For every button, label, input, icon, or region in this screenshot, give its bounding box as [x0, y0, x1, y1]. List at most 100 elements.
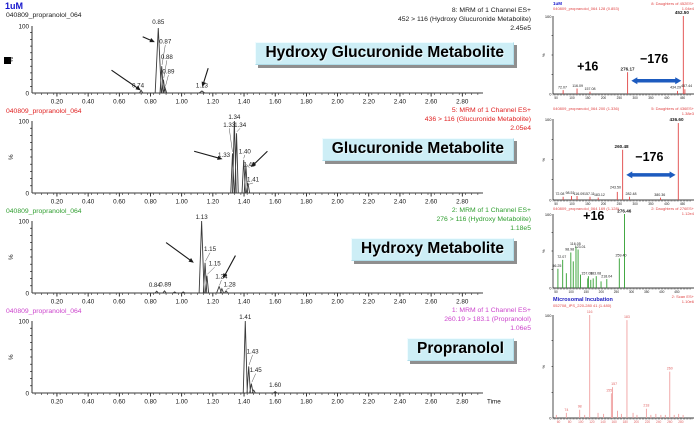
svg-text:040809_propranolol_064: 040809_propranolol_064 — [6, 308, 82, 315]
svg-text:218.04: 218.04 — [601, 274, 612, 278]
svg-text:450: 450 — [674, 290, 680, 293]
svg-text:%: % — [8, 254, 15, 260]
chromatogram-trace — [32, 27, 481, 94]
svg-text:Time: Time — [487, 399, 501, 406]
svg-text:98.98: 98.98 — [565, 248, 574, 252]
svg-text:−176: −176 — [635, 150, 663, 164]
svg-text:2.40: 2.40 — [394, 299, 407, 306]
svg-text:8: Daughters of 452ES+: 8: Daughters of 452ES+ — [651, 1, 694, 6]
svg-text:%: % — [541, 365, 546, 369]
svg-text:2.00: 2.00 — [331, 199, 344, 206]
svg-text:0.40: 0.40 — [82, 399, 95, 406]
svg-text:0.89: 0.89 — [162, 69, 175, 76]
spectrum-hydroxy-metabolite-product-ions: 040809_propranolol_064 169 (1.128) 2: Dau… — [540, 205, 700, 298]
svg-text:100: 100 — [569, 96, 575, 100]
chromatogram-hydroxy-glucuronide: 040809_propranolol_064 8: MRM of 1 Channe… — [0, 0, 560, 110]
svg-text:100: 100 — [18, 319, 29, 326]
svg-text:040809_propranolol_064: 040809_propranolol_064 — [6, 12, 82, 19]
svg-text:1.04e4: 1.04e4 — [682, 6, 695, 11]
svg-text:200: 200 — [599, 290, 605, 293]
svg-text:040809_propranolol_064: 040809_propranolol_064 — [6, 108, 82, 115]
svg-text:100: 100 — [545, 313, 552, 318]
svg-text:0.20: 0.20 — [51, 299, 64, 306]
svg-text:0: 0 — [549, 92, 552, 97]
svg-text:100: 100 — [18, 119, 29, 126]
svg-text:040809_propranolol_064 200 (1.: 040809_propranolol_064 200 (1.336) — [553, 106, 620, 111]
svg-text:100: 100 — [545, 117, 552, 122]
chromatogram-hydroxy-metabolite: 040809_propranolol_064 2: MRM of 1 Channe… — [0, 205, 560, 310]
svg-text:116.05: 116.05 — [570, 242, 581, 246]
spectrum-hydroxy-glucuronide-product-ions: 1uM 040809_propranolol_064 128 (0.853) 8: … — [540, 0, 700, 110]
svg-text:2.20: 2.20 — [363, 99, 376, 106]
svg-text:1.80: 1.80 — [300, 199, 313, 206]
spectrum-svg-3: Microsomal Incubation052708_IPS_220-280 … — [541, 294, 695, 424]
svg-text:183: 183 — [624, 315, 630, 319]
svg-text:100: 100 — [545, 212, 552, 217]
svg-text:5: Daughters of 436ES+: 5: Daughters of 436ES+ — [651, 106, 694, 111]
svg-text:2.40: 2.40 — [394, 99, 407, 106]
chromatogram-svg-3: 040809_propranolol_064 1: MRM of 1 Channe… — [6, 307, 531, 406]
svg-text:183.08: 183.08 — [590, 271, 601, 275]
svg-text:0.40: 0.40 — [82, 99, 95, 106]
svg-text:276.46: 276.46 — [617, 208, 631, 213]
svg-text:1.18e5: 1.18e5 — [510, 225, 531, 232]
svg-text:0.60: 0.60 — [113, 299, 126, 306]
svg-text:%: % — [541, 53, 546, 57]
svg-text:100: 100 — [569, 202, 575, 205]
svg-text:1.33: 1.33 — [223, 122, 236, 129]
svg-text:260.48: 260.48 — [615, 144, 629, 149]
svg-text:0.20: 0.20 — [51, 399, 64, 406]
svg-text:280: 280 — [678, 420, 684, 424]
banner-propranolol: Propranolol — [407, 338, 514, 361]
svg-text:2.00: 2.00 — [331, 399, 344, 406]
svg-text:052708_IPS_220-280 41 (1.480): 052708_IPS_220-280 41 (1.480) — [553, 303, 612, 308]
svg-text:157.11: 157.11 — [584, 192, 595, 196]
svg-text:157.08: 157.08 — [584, 87, 595, 91]
svg-text:200: 200 — [601, 96, 607, 100]
svg-text:1.60: 1.60 — [269, 99, 282, 106]
svg-text:100: 100 — [568, 290, 574, 293]
svg-text:1.13: 1.13 — [196, 214, 209, 221]
svg-text:80: 80 — [568, 420, 572, 424]
svg-text:300: 300 — [632, 202, 638, 205]
svg-text:157.08: 157.08 — [581, 271, 592, 275]
svg-text:1.43: 1.43 — [247, 348, 260, 355]
spectrum-svg-2: 040809_propranolol_064 169 (1.128) 2: Dau… — [541, 206, 695, 294]
svg-text:1.38e3: 1.38e3 — [682, 111, 695, 116]
svg-text:1.20: 1.20 — [207, 99, 220, 106]
svg-text:+16: +16 — [577, 60, 598, 74]
svg-text:1.41: 1.41 — [239, 314, 252, 321]
svg-text:50: 50 — [554, 290, 558, 293]
svg-text:123.01: 123.01 — [575, 245, 586, 249]
svg-text:2.40: 2.40 — [394, 199, 407, 206]
svg-text:0.60: 0.60 — [113, 99, 126, 106]
svg-text:%: % — [8, 154, 15, 160]
svg-text:1.33: 1.33 — [218, 152, 231, 159]
svg-text:1.00: 1.00 — [176, 99, 189, 106]
svg-text:0.40: 0.40 — [82, 199, 95, 206]
svg-text:350: 350 — [648, 96, 654, 100]
svg-text:140: 140 — [600, 420, 606, 424]
svg-text:2.80: 2.80 — [456, 399, 469, 406]
svg-text:1: MRM of 1 Channel ES+: 1: MRM of 1 Channel ES+ — [452, 307, 531, 314]
svg-text:0: 0 — [549, 286, 552, 291]
svg-text:1.45: 1.45 — [250, 367, 263, 374]
svg-text:259.40: 259.40 — [615, 254, 626, 258]
svg-text:1.00: 1.00 — [176, 199, 189, 206]
svg-text:2: Daughters of 276ES+: 2: Daughters of 276ES+ — [651, 206, 694, 211]
svg-text:0.85: 0.85 — [152, 19, 165, 26]
svg-text:155: 155 — [606, 388, 612, 392]
chromatogram-trace — [32, 120, 481, 194]
svg-text:56.25: 56.25 — [552, 264, 561, 268]
svg-text:1.40: 1.40 — [239, 148, 252, 155]
svg-text:400: 400 — [664, 96, 670, 100]
svg-text:1.80: 1.80 — [300, 299, 313, 306]
banner-hydroxy-glucuronide-metabolite: Hydroxy Glucuronide Metabolite — [255, 42, 514, 65]
svg-text:2.45e5: 2.45e5 — [510, 25, 531, 32]
svg-text:−176: −176 — [640, 52, 668, 66]
svg-text:1.40: 1.40 — [238, 299, 251, 306]
svg-text:1.15: 1.15 — [209, 261, 222, 268]
svg-text:2: Scan ES+: 2: Scan ES+ — [672, 294, 695, 299]
svg-text:1.40: 1.40 — [238, 199, 251, 206]
